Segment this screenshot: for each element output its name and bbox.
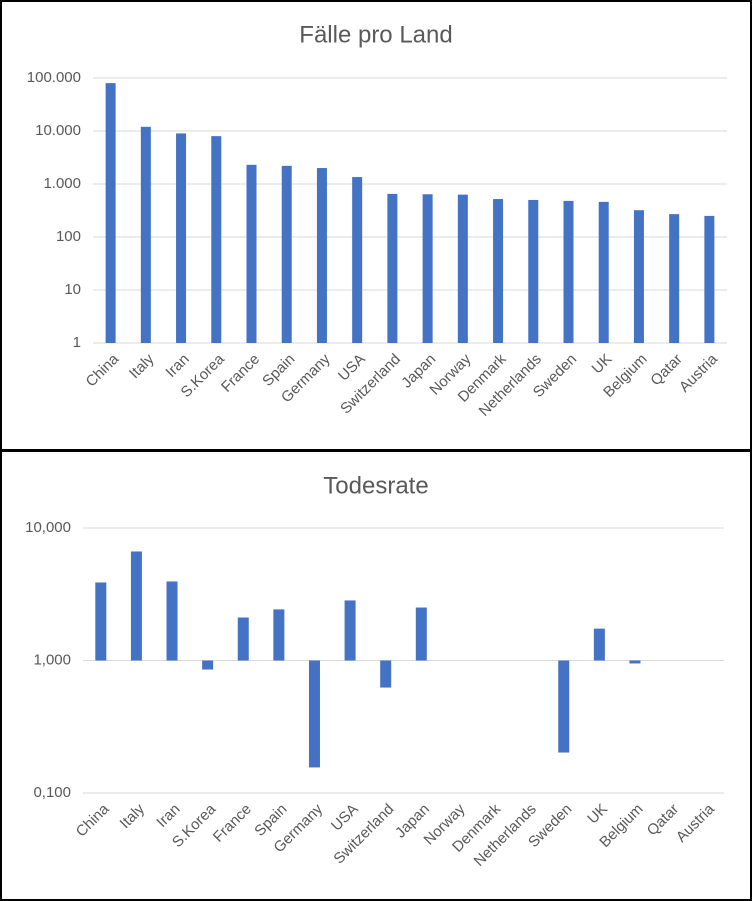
- bar: [387, 193, 398, 343]
- y-tick-label: 100: [56, 228, 81, 245]
- bar: [166, 581, 178, 661]
- y-tick-label: 10: [64, 281, 81, 298]
- bar: [598, 201, 609, 343]
- bar: [422, 194, 433, 343]
- y-tick-label: 1: [73, 334, 81, 351]
- y-tick-label: 100.000: [27, 69, 81, 86]
- bar: [140, 126, 151, 343]
- bar: [669, 214, 680, 343]
- chart-title: Fälle pro Land: [299, 21, 452, 48]
- bar: [563, 200, 574, 343]
- y-tick-label: 10,000: [25, 519, 71, 536]
- chart-title: Todesrate: [323, 472, 428, 499]
- bar: [211, 136, 222, 343]
- bar: [237, 617, 249, 661]
- y-tick-label: 1.000: [43, 175, 81, 192]
- bar: [380, 660, 392, 688]
- bar: [105, 83, 116, 343]
- bar: [130, 551, 142, 661]
- bar: [246, 164, 257, 343]
- bar: [493, 199, 504, 343]
- bar: [528, 199, 539, 343]
- bar: [704, 215, 715, 343]
- bar: [558, 660, 570, 753]
- bar: [273, 609, 285, 661]
- panel-border: [0, 0, 752, 451]
- bar: [344, 600, 356, 661]
- bar: [629, 660, 641, 664]
- bar: [593, 628, 605, 661]
- bar: [457, 194, 468, 343]
- bar: [281, 165, 292, 343]
- y-tick-label: 1,000: [33, 651, 71, 668]
- y-tick-label: 0,100: [33, 784, 71, 801]
- bar: [176, 133, 187, 343]
- bar: [202, 660, 214, 670]
- bar: [633, 210, 644, 343]
- bar: [352, 177, 363, 343]
- bar: [316, 168, 327, 343]
- bar: [415, 607, 427, 661]
- bar: [95, 582, 107, 661]
- panel-border: [0, 450, 752, 901]
- bar: [308, 660, 320, 768]
- y-tick-label: 10.000: [35, 122, 81, 139]
